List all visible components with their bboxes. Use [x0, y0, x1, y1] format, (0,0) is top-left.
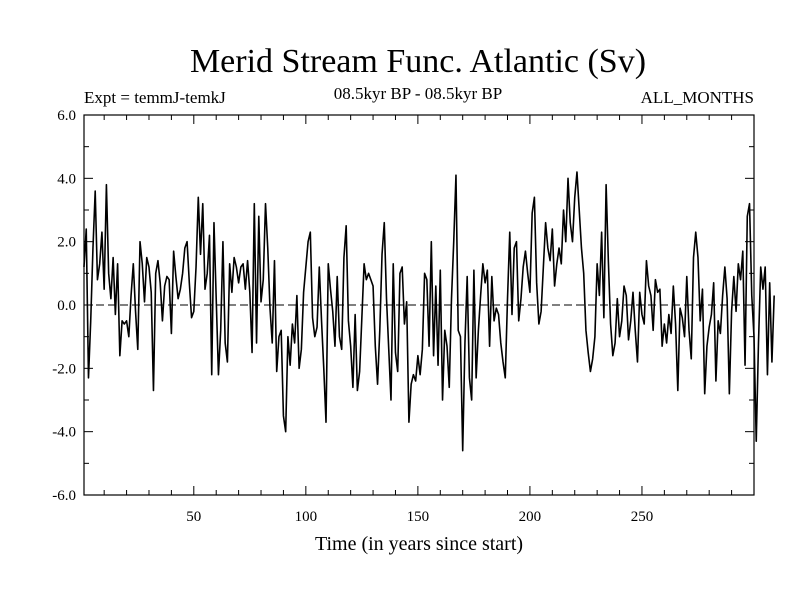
x-axis-label: Time (in years since start)	[315, 533, 523, 555]
y-tick-label: 0.0	[57, 298, 76, 314]
y-tick-label: 2.0	[57, 235, 76, 251]
x-tick-label: 100	[295, 509, 318, 525]
x-tick-label: 50	[186, 509, 201, 525]
y-tick-label: -6.0	[52, 488, 76, 504]
y-tick-label: -2.0	[52, 361, 76, 377]
plot-area: 6.0 4.0 2.0 0.0 -2.0 -4.0 -6.0 50 100 150 200 250	[52, 108, 775, 525]
x-tick-label: 250	[631, 509, 654, 525]
months-label: ALL_MONTHS	[641, 88, 754, 107]
series-line-0	[83, 171, 775, 452]
chart-title: Merid Stream Func. Atlantic (Sv)	[190, 43, 646, 80]
y-tick-label: 6.0	[57, 108, 76, 124]
experiment-label: Expt = temmJ-temkJ	[84, 88, 226, 107]
period-label: 08.5kyr BP - 08.5kyr BP	[334, 84, 502, 103]
y-tick-label: 4.0	[57, 171, 76, 187]
y-tick-label: -4.0	[52, 425, 76, 441]
x-tick-label: 150	[407, 509, 430, 525]
x-tick-label: 200	[519, 509, 542, 525]
